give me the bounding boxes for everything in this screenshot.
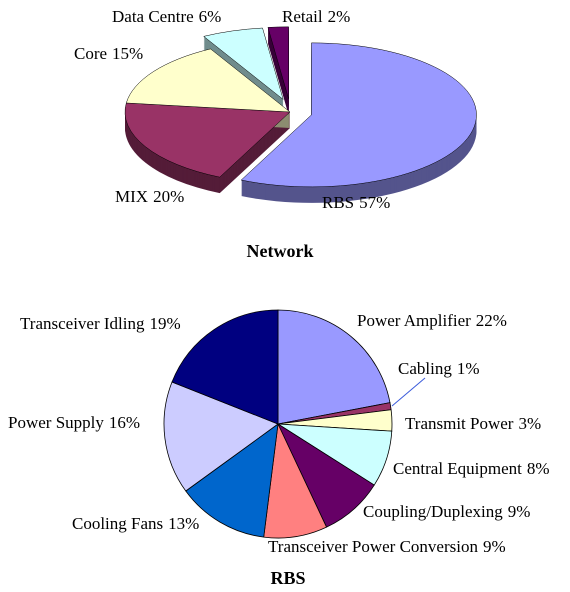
category-label: Cooling Fans xyxy=(72,514,163,533)
slice xyxy=(203,27,284,101)
slice xyxy=(125,48,291,113)
slice-label: Transceiver Idling 19% xyxy=(20,314,181,333)
slice xyxy=(163,381,279,492)
category-label: Cabling xyxy=(398,359,452,378)
category-label: Power Amplifier xyxy=(357,311,471,330)
slice-label: Retail 2% xyxy=(282,7,350,26)
value-label: 1% xyxy=(457,359,480,378)
slice xyxy=(124,102,291,178)
value-label: 16% xyxy=(109,413,140,432)
category-label: MIX xyxy=(115,187,148,206)
slice-label: Core 15% xyxy=(74,44,143,63)
value-label: 19% xyxy=(150,314,181,333)
slice-label: Transceiver Power Conversion 9% xyxy=(268,537,506,556)
slice-label: RBS 57% xyxy=(322,193,390,212)
category-label: Transceiver Power Conversion xyxy=(268,537,478,556)
value-label: 13% xyxy=(168,514,199,533)
category-label: Transceiver Idling xyxy=(20,314,145,333)
category-label: Coupling/Duplexing xyxy=(363,502,503,521)
value-label: 9% xyxy=(508,502,531,521)
value-label: 3% xyxy=(518,414,541,433)
category-label: Central Equipment xyxy=(393,459,522,478)
value-label: 8% xyxy=(527,459,550,478)
slice xyxy=(277,309,391,425)
value-label: 6% xyxy=(199,7,222,26)
chart-title: Network xyxy=(247,241,314,261)
slice-label: Data Centre 6% xyxy=(112,7,221,26)
value-label: 9% xyxy=(483,537,506,556)
slice-label: Cooling Fans 13% xyxy=(72,514,199,533)
slice-label: Coupling/Duplexing 9% xyxy=(363,502,530,521)
leader-line xyxy=(391,377,426,407)
value-label: 57% xyxy=(359,193,390,212)
slice-label: Cabling 1% xyxy=(398,359,480,378)
category-label: RBS xyxy=(322,193,354,212)
value-label: 20% xyxy=(153,187,184,206)
category-label: Transmit Power xyxy=(405,414,514,433)
slice-label: Central Equipment 8% xyxy=(393,459,550,478)
slice-label: Power Supply 16% xyxy=(8,413,140,432)
slice xyxy=(240,42,477,188)
slice-label: MIX 20% xyxy=(115,187,184,206)
category-label: Core xyxy=(74,44,107,63)
category-label: Power Supply xyxy=(8,413,104,432)
slice-label: Power Amplifier 22% xyxy=(357,311,507,330)
slice xyxy=(185,423,279,538)
slice xyxy=(267,26,289,99)
category-label: Data Centre xyxy=(112,7,194,26)
value-label: 15% xyxy=(112,44,143,63)
value-label: 2% xyxy=(328,7,351,26)
category-label: Retail xyxy=(282,7,323,26)
chart-title: RBS xyxy=(270,568,305,588)
slice-label: Transmit Power 3% xyxy=(405,414,541,433)
value-label: 22% xyxy=(476,311,507,330)
slice xyxy=(171,309,279,425)
